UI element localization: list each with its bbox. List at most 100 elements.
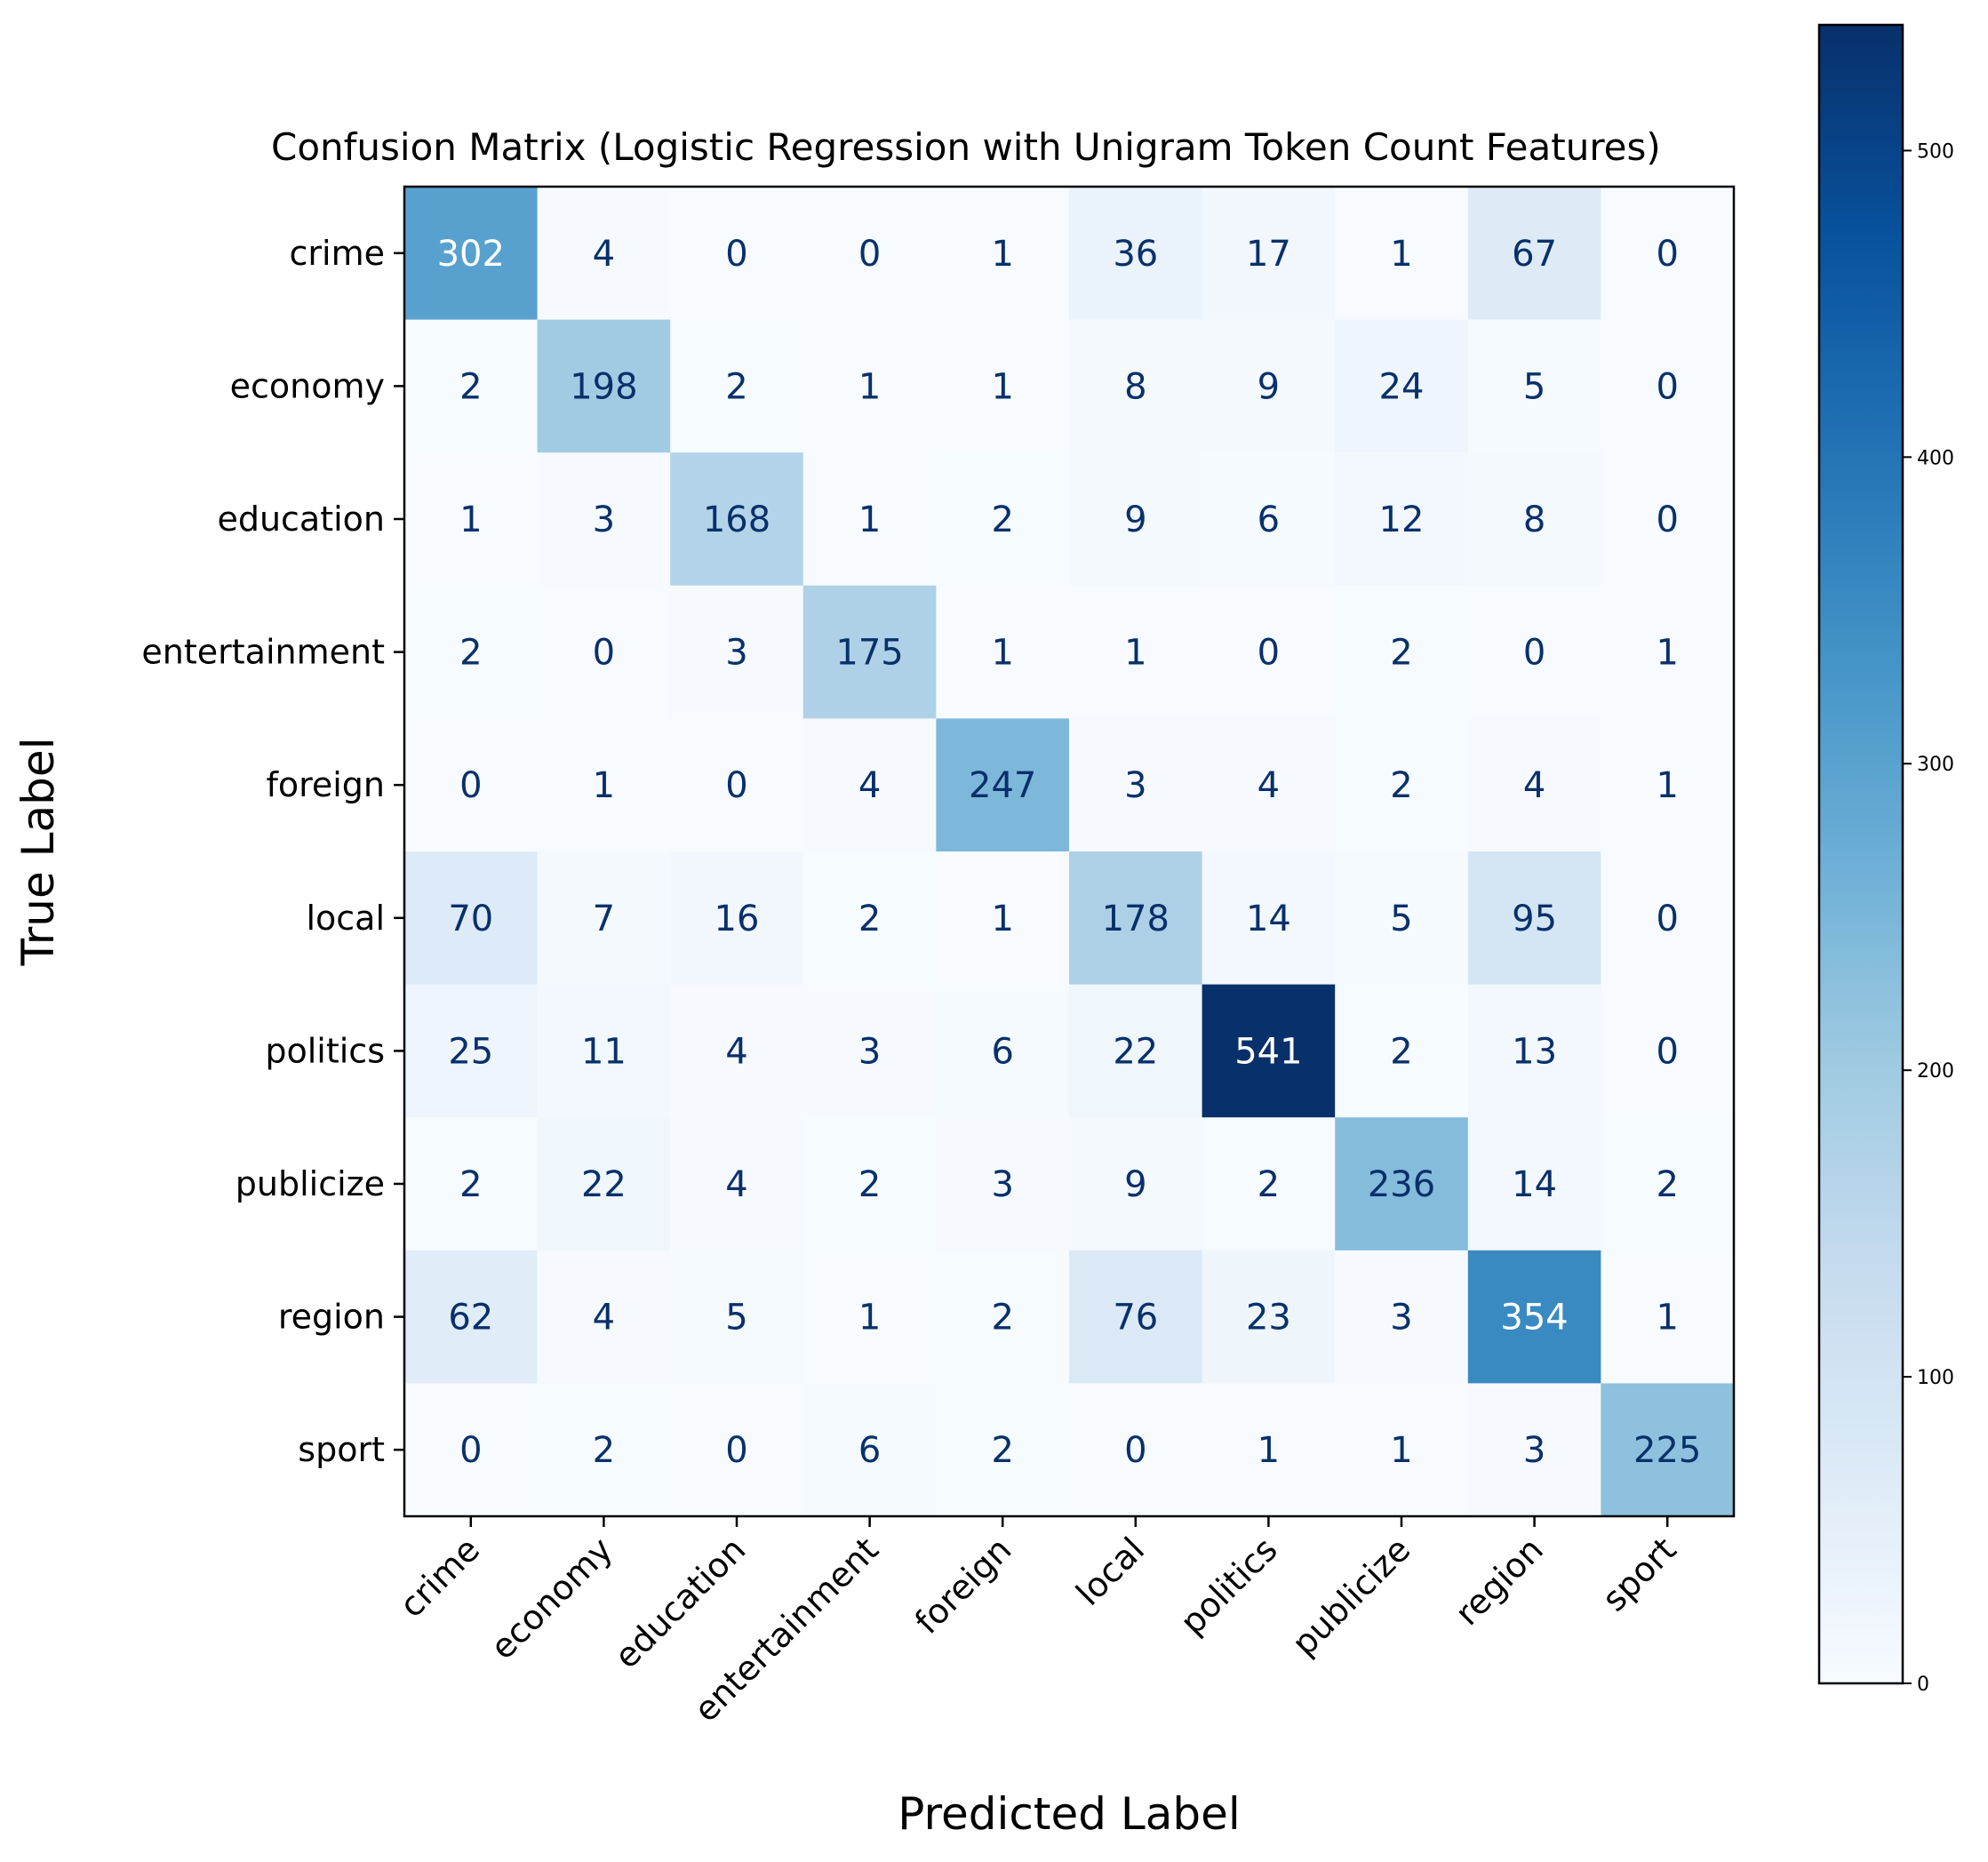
cell-value: 2 — [858, 1164, 881, 1205]
cell-value: 0 — [725, 765, 747, 806]
cell-value: 2 — [991, 1298, 1013, 1339]
cell-value: 5 — [725, 1298, 747, 1339]
matrix-cell — [670, 452, 804, 587]
matrix-cell — [936, 319, 1070, 453]
matrix-cell — [1467, 1383, 1601, 1517]
cell-value: 2 — [858, 899, 881, 939]
cell-value: 2 — [1656, 1164, 1678, 1205]
matrix-cell — [537, 1250, 671, 1384]
cell-value: 0 — [1656, 366, 1678, 407]
matrix-cell — [670, 851, 804, 986]
matrix-cell — [1601, 319, 1735, 453]
matrix-cell — [1069, 1250, 1203, 1384]
cell-value: 14 — [1246, 899, 1291, 939]
cell-value: 16 — [715, 899, 760, 939]
matrix-cell — [404, 319, 539, 453]
y-tick-label: local — [306, 899, 385, 938]
matrix-cell — [670, 984, 804, 1118]
matrix-cell — [670, 1250, 804, 1384]
cell-value: 1 — [1656, 633, 1678, 674]
cell-value: 0 — [1124, 1430, 1146, 1471]
cell-value: 0 — [1656, 1031, 1678, 1072]
cell-value: 2 — [459, 633, 482, 674]
cell-value: 2 — [459, 1164, 482, 1205]
matrix-cell — [802, 187, 937, 321]
cell-value: 25 — [448, 1031, 493, 1072]
matrix-cell — [1467, 585, 1601, 719]
matrix-cell — [1601, 1250, 1735, 1384]
matrix-cell — [1069, 984, 1203, 1118]
matrix-cell — [670, 319, 804, 453]
cell-value: 2 — [725, 366, 747, 407]
matrix-cell — [1202, 187, 1336, 321]
matrix-cell — [1601, 851, 1735, 986]
cell-value: 2 — [991, 499, 1013, 540]
matrix-cell — [1467, 187, 1601, 321]
colorbar: 0 100 200 300 400 500 — [1817, 23, 1954, 1696]
matrix-cell — [1069, 319, 1203, 453]
cell-value: 8 — [1124, 366, 1146, 407]
matrix-cell — [1069, 452, 1203, 587]
matrix-cell — [1467, 851, 1601, 986]
cell-value: 17 — [1246, 234, 1291, 275]
cell-value: 9 — [1124, 1164, 1146, 1205]
cell-value: 95 — [1512, 899, 1557, 939]
colorbar-ticks: 0 100 200 300 400 500 — [1903, 140, 1954, 1696]
matrix-cell — [802, 1383, 937, 1517]
cell-value: 0 — [1656, 899, 1678, 939]
matrix-cell — [1467, 984, 1601, 1118]
matrix-cell — [1335, 319, 1469, 453]
cell-value: 36 — [1113, 234, 1158, 275]
cell-value: 0 — [1523, 633, 1545, 674]
matrix-cell — [1202, 851, 1336, 986]
cell-value: 1 — [858, 366, 881, 407]
matrix-cell — [936, 1250, 1070, 1384]
cell-value: 2 — [1390, 633, 1412, 674]
cell-value: 0 — [1656, 234, 1678, 275]
matrix-cell — [537, 319, 671, 453]
matrix-cell — [1069, 718, 1203, 852]
y-tick-label: education — [217, 499, 385, 539]
matrix-cell — [537, 851, 671, 986]
matrix-cell — [537, 984, 671, 1118]
cell-value: 0 — [858, 234, 881, 275]
colorbar-tick-label: 200 — [1917, 1060, 1954, 1083]
cell-value: 5 — [1523, 366, 1545, 407]
matrix-cell — [404, 1117, 539, 1251]
matrix-cell — [1202, 1383, 1336, 1517]
cell-value: 175 — [835, 633, 903, 674]
matrix-cell — [404, 718, 539, 852]
cell-value: 302 — [437, 234, 505, 275]
matrix-cell — [670, 1117, 804, 1251]
cell-value: 1 — [459, 499, 482, 540]
cell-value: 225 — [1633, 1430, 1701, 1471]
cell-value: 3 — [1390, 1298, 1412, 1339]
matrix-cell — [1601, 187, 1735, 321]
matrix-cell — [1467, 1117, 1601, 1251]
matrix-cell — [1202, 718, 1336, 852]
matrix-cell — [670, 1383, 804, 1517]
cell-value: 2 — [593, 1430, 615, 1471]
cell-value: 1 — [991, 633, 1013, 674]
matrix-cell — [1601, 1383, 1735, 1517]
x-tick-label: politics — [1172, 1530, 1284, 1642]
matrix-cell — [802, 1117, 937, 1251]
cell-value: 23 — [1246, 1298, 1291, 1339]
matrix-cell — [1467, 718, 1601, 852]
cell-value: 0 — [725, 234, 747, 275]
cell-value: 1 — [858, 499, 881, 540]
cell-value: 168 — [703, 499, 770, 540]
cell-value: 2 — [1257, 1164, 1280, 1205]
matrix-cell — [936, 1117, 1070, 1251]
cell-value: 22 — [581, 1164, 627, 1205]
matrix-cell — [670, 718, 804, 852]
cell-value: 3 — [593, 499, 615, 540]
cell-value: 3 — [1523, 1430, 1545, 1471]
cell-value: 6 — [991, 1031, 1013, 1072]
cell-value: 70 — [448, 899, 493, 939]
cell-value: 9 — [1124, 499, 1146, 540]
matrix-cell — [537, 187, 671, 321]
matrix-cell — [1335, 585, 1469, 719]
cell-value: 3 — [1124, 765, 1146, 806]
x-tick-label: economy — [483, 1530, 619, 1666]
